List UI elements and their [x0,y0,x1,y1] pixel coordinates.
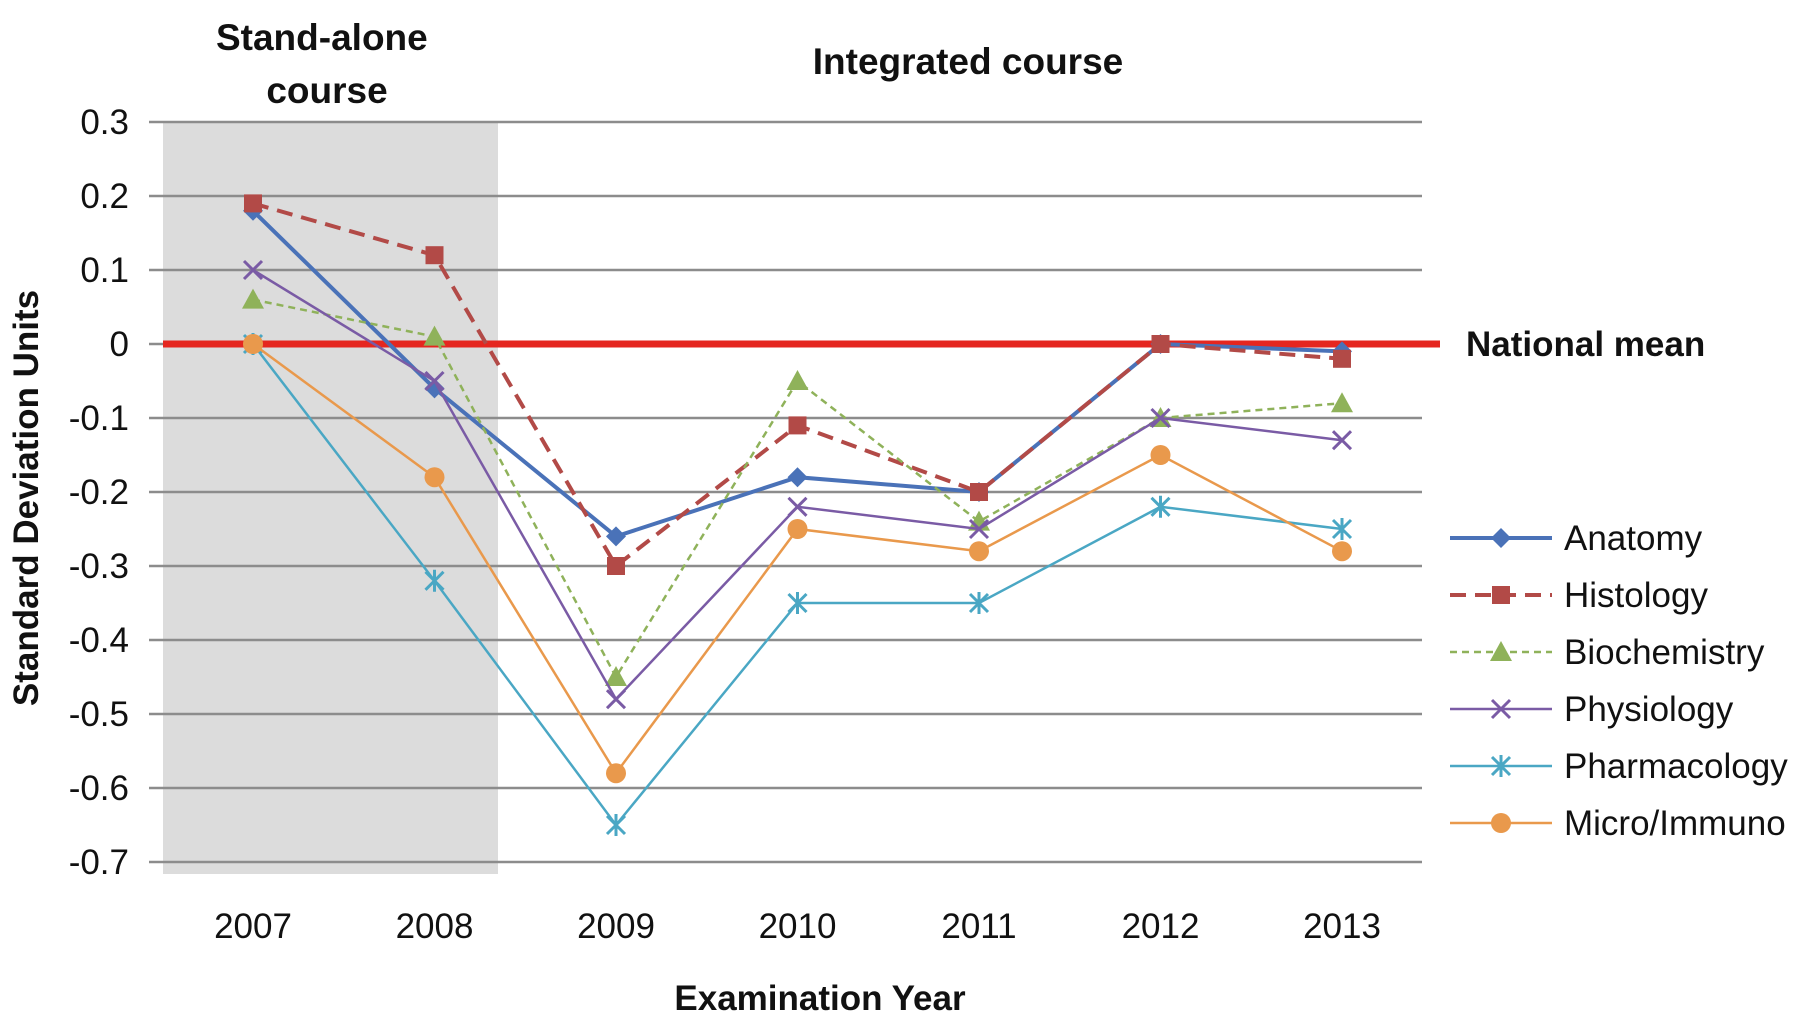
micro-immuno-point [1332,541,1352,562]
pharmacology-point [1150,495,1171,518]
pharmacology-point [424,569,445,592]
y-tick-label: -0.5 [69,695,129,734]
pharmacology-point [787,592,808,614]
micro-immuno-point [969,541,989,562]
pharmacology-point [968,592,990,614]
histology-point [244,194,262,213]
biochemistry-point [423,325,446,346]
y-tick-label: 0.1 [80,251,129,290]
stand-alone-title-line-1: Stand-alone [216,17,428,58]
y-tick-label: -0.1 [69,399,129,438]
legend-swatch-marker [1491,813,1511,833]
biochemistry-point [786,370,809,390]
micro-immuno-point [787,519,808,539]
legend-item-biochemistry: Biochemistry [1450,633,1765,672]
x-tick-label: 2011 [941,907,1016,946]
biochemistry-point [1331,392,1353,413]
physiology-point [1331,430,1353,451]
x-tick-label: 2013 [1303,907,1381,946]
legend-item-histology: Histology [1450,576,1708,615]
y-axis-title: Standard Deviation Units [7,290,46,706]
histology-series [244,194,1351,575]
micro-immuno-point [243,334,263,354]
physiology-point [424,370,445,392]
physiology-point [787,496,808,517]
y-tick-label: -0.2 [69,473,129,512]
physiology-point [605,689,627,710]
x-axis-tick-labels: 2007 2008 2009 2010 2011 2012 2013 [214,907,1381,946]
physiology-point [1150,407,1171,429]
histology-point [788,416,807,435]
histology-point [1333,349,1351,368]
histology-point [607,557,625,575]
y-tick-label: 0 [110,325,129,364]
legend-item-pharmacology: Pharmacology [1450,747,1788,786]
legend-label: Histology [1564,576,1708,615]
national-mean-label: National mean [1466,325,1705,364]
gridlines [149,120,1422,864]
legend: Anatomy Histology Biochemistry Physiology Ph… [1450,519,1788,843]
y-axis-tick-labels: 0.3 0.2 0.1 0 -0.1 -0.2 -0.3 -0.4 -0.5 -0.6 -0.7 [69,103,129,882]
micro-immuno-point [606,763,626,784]
micro-immuno-series [243,334,1352,784]
integrated-course-title: Integrated course [813,41,1123,82]
pharmacology-point [605,814,627,836]
x-tick-label: 2007 [214,907,292,946]
physiology-point [242,259,264,281]
y-tick-label: -0.3 [69,547,129,586]
biochemistry-point [242,288,264,309]
legend-item-micro-immuno: Micro/Immuno [1450,804,1786,843]
micro-immuno-point [1150,445,1171,465]
legend-label: Biochemistry [1564,633,1765,672]
pharmacology-point [1331,518,1353,540]
legend-label: Pharmacology [1564,747,1788,786]
legend-label: Physiology [1564,690,1734,729]
y-tick-label: -0.6 [69,769,129,808]
y-tick-label: -0.4 [69,621,129,660]
x-tick-label: 2008 [396,907,474,946]
x-tick-label: 2010 [759,907,837,946]
stand-alone-course-title: Stand-alone course [216,17,438,111]
x-tick-label: 2012 [1122,907,1200,946]
y-tick-label: 0.2 [80,177,129,216]
histology-point [425,246,444,265]
biochemistry-point [605,666,627,686]
legend-swatch-marker [1490,755,1512,777]
data-series [242,194,1353,836]
x-tick-label: 2009 [577,907,655,946]
x-axis-title: Examination Year [674,979,966,1018]
legend-label: Micro/Immuno [1564,804,1786,843]
legend-swatch-marker [1492,586,1510,604]
anatomy-point [424,378,445,399]
histology-point [970,483,988,501]
pharmacology-series [242,333,1353,836]
legend-swatch-marker [1491,528,1511,548]
anatomy-point [787,467,808,488]
y-tick-label: 0.3 [80,103,129,142]
physiology-series [242,259,1353,710]
legend-swatch-marker [1490,698,1512,720]
micro-immuno-point [424,467,445,488]
legend-item-physiology: Physiology [1450,690,1734,729]
legend-swatch-marker [1490,641,1512,661]
histology-point [1151,335,1170,353]
legend-label: Anatomy [1564,519,1703,558]
y-tick-label: -0.7 [69,843,129,882]
stand-alone-title-line-2: course [266,70,387,111]
physiology-point [968,518,990,540]
legend-item-anatomy: Anatomy [1450,519,1703,558]
anatomy-point [606,526,626,547]
